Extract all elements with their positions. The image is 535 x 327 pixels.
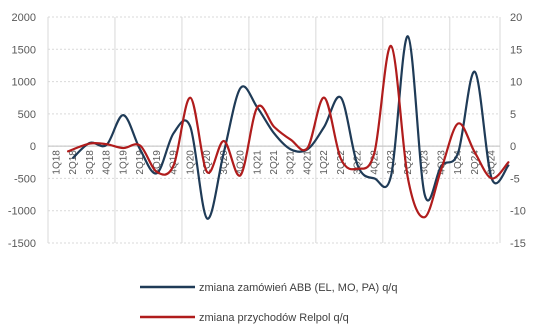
- legend-label-2: zmiana przychodów Relpol q/q: [199, 312, 349, 324]
- y-tick-label: 0: [30, 141, 36, 153]
- x-tick-label: 4Q20: [236, 150, 247, 175]
- x-tick-label: 1Q21: [252, 150, 263, 175]
- x-tick-label: 1Q19: [118, 150, 129, 175]
- x-tick-label: 1Q23: [386, 150, 397, 175]
- x-tick-label: 2Q19: [135, 150, 146, 175]
- x-tick-label: 2Q24: [470, 150, 481, 175]
- x-tick-label: 2Q18: [68, 150, 79, 175]
- y-tick-label: -500: [14, 173, 36, 185]
- x-tick-label: 4Q22: [369, 150, 380, 175]
- legend-label-1: zmiana zamówień ABB (EL, MO, PA) q/q: [199, 282, 397, 294]
- x-tick-label: 2Q23: [403, 150, 414, 175]
- y-tick-label: -1000: [8, 206, 36, 218]
- x-tick-label: 3Q21: [286, 150, 297, 175]
- x-tick-label: 1Q20: [185, 150, 196, 175]
- x-tick-label: 3Q23: [420, 150, 431, 175]
- y2-tick-label: 15: [510, 44, 522, 56]
- y2-tick-label: -10: [510, 206, 526, 218]
- y2-tick-label: -15: [510, 238, 526, 250]
- series-line-2: [66, 44, 510, 219]
- x-tick-label: 2Q20: [202, 150, 213, 175]
- x-tick-label: 3Q24: [487, 150, 498, 175]
- y2-tick-label: 0: [510, 141, 516, 153]
- y-tick-label: 1000: [12, 77, 36, 89]
- y-tick-label: 1500: [12, 44, 36, 56]
- y2-tick-label: 5: [510, 109, 516, 121]
- x-tick-label: 3Q20: [219, 150, 230, 175]
- x-tick-label: 4Q18: [102, 150, 113, 175]
- series-line-1: [72, 35, 510, 220]
- x-tick-label: 1Q24: [453, 150, 464, 175]
- y-tick-label: 2000: [12, 12, 36, 24]
- y2-tick-label: 20: [510, 12, 522, 24]
- x-tick-label: 3Q18: [85, 150, 96, 175]
- x-tick-label: 1Q18: [51, 150, 62, 175]
- y2-tick-label: 10: [510, 77, 522, 89]
- y-tick-label: 500: [18, 109, 36, 121]
- x-tick-label: 4Q23: [436, 150, 447, 175]
- x-tick-label: 3Q19: [152, 150, 163, 175]
- x-tick-label: 3Q22: [353, 150, 364, 175]
- x-tick-label: 4Q21: [302, 150, 313, 175]
- x-tick-label: 2Q21: [269, 150, 280, 175]
- x-tick-label: 1Q22: [319, 150, 330, 175]
- y-tick-label: -1500: [8, 238, 36, 250]
- y2-tick-label: -5: [510, 173, 520, 185]
